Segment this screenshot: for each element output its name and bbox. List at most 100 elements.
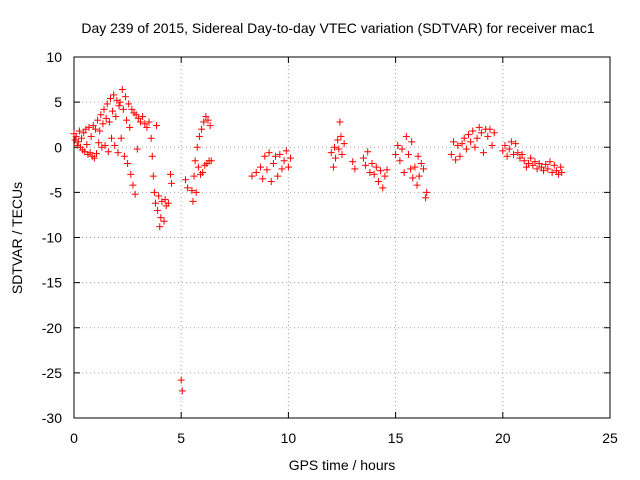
data-point — [97, 111, 105, 119]
data-point — [166, 170, 174, 178]
data-point — [413, 181, 421, 189]
data-point — [99, 120, 107, 128]
data-point — [278, 165, 286, 173]
data-point — [452, 156, 460, 164]
data-point — [542, 160, 550, 168]
data-point — [544, 165, 552, 173]
data-point — [335, 145, 343, 153]
data-point — [467, 138, 475, 146]
data-point — [372, 163, 380, 171]
data-point — [114, 149, 122, 157]
data-point — [128, 105, 136, 113]
data-point — [377, 167, 385, 175]
data-point — [287, 154, 295, 162]
data-point — [267, 178, 275, 186]
x-tick-label: 20 — [495, 430, 511, 446]
data-point — [252, 169, 260, 177]
data-point — [280, 157, 288, 165]
data-point — [411, 163, 419, 171]
data-point — [477, 129, 485, 137]
chart-title: Day 239 of 2015, Sidereal Day-to-day VTE… — [81, 20, 594, 36]
data-point — [131, 190, 139, 198]
data-point — [115, 102, 123, 110]
data-point — [284, 163, 292, 171]
data-point — [100, 105, 108, 113]
data-point — [336, 118, 344, 126]
data-point — [149, 172, 157, 180]
data-point — [189, 197, 197, 205]
data-point — [422, 194, 430, 202]
data-point — [74, 138, 82, 146]
data-point — [94, 116, 102, 124]
data-point — [190, 172, 198, 180]
data-point — [512, 140, 520, 148]
x-tick-label: 0 — [70, 430, 78, 446]
data-point — [143, 123, 151, 131]
data-point — [202, 113, 210, 121]
data-point — [415, 172, 423, 180]
data-point — [337, 132, 345, 140]
data-point — [261, 152, 269, 160]
data-point — [117, 134, 125, 142]
data-point — [75, 127, 83, 135]
x-axis-label: GPS time / hours — [289, 457, 396, 473]
data-point — [409, 174, 417, 182]
data-point — [359, 154, 367, 162]
data-point — [394, 141, 402, 149]
data-point — [177, 376, 185, 384]
data-point — [191, 157, 199, 165]
data-points — [70, 85, 566, 395]
data-point — [334, 136, 342, 144]
data-point — [113, 96, 121, 104]
data-point — [366, 169, 374, 177]
data-point — [96, 127, 104, 135]
data-point — [198, 125, 206, 133]
data-point — [89, 122, 97, 130]
data-point — [464, 131, 472, 139]
data-point — [447, 150, 455, 158]
data-point — [400, 169, 408, 177]
data-point — [82, 125, 90, 133]
data-point — [199, 169, 207, 177]
data-point — [480, 149, 488, 157]
data-point — [460, 134, 468, 142]
data-point — [383, 166, 391, 174]
data-point — [507, 138, 515, 146]
data-point — [499, 147, 507, 155]
data-point — [118, 85, 126, 93]
data-point — [518, 150, 526, 158]
x-tick-label: 15 — [388, 430, 404, 446]
data-point — [126, 123, 134, 131]
data-point — [164, 199, 172, 207]
data-point — [112, 113, 120, 121]
data-point — [248, 172, 256, 180]
data-point — [456, 152, 464, 160]
data-point — [145, 118, 153, 126]
data-point — [458, 140, 466, 148]
data-point — [490, 129, 498, 137]
data-point — [134, 114, 142, 122]
data-point — [105, 118, 113, 126]
data-point — [552, 167, 560, 175]
y-tick-label: -5 — [50, 184, 63, 200]
data-point — [108, 134, 116, 142]
data-point — [125, 100, 133, 108]
data-point — [396, 157, 404, 165]
data-point — [101, 141, 109, 149]
data-point — [78, 134, 86, 142]
data-point — [269, 159, 277, 167]
data-point — [109, 107, 117, 115]
y-tick-label: -30 — [42, 410, 62, 426]
data-point — [110, 91, 118, 99]
data-point — [151, 199, 159, 207]
data-point — [73, 141, 81, 149]
data-point — [529, 161, 537, 169]
data-point — [90, 154, 98, 162]
data-point — [555, 170, 563, 178]
data-point — [91, 125, 99, 133]
data-point — [150, 188, 158, 196]
data-point — [370, 170, 378, 178]
data-point — [103, 100, 111, 108]
data-point — [200, 118, 208, 126]
data-point — [204, 116, 212, 124]
